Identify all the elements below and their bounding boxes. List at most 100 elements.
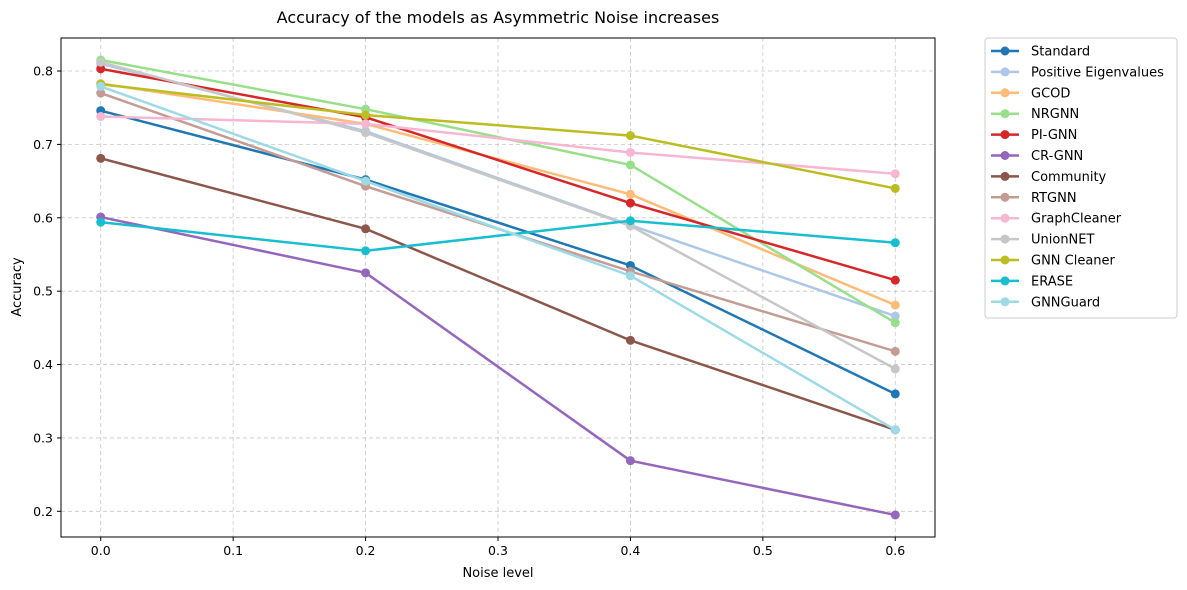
legend-item-gnn-cleaner: GNN Cleaner xyxy=(991,254,1116,269)
legend-item-pi-gnn: PI-GNN xyxy=(991,128,1077,143)
x-tick-label: 0.1 xyxy=(223,543,243,558)
data-point-rtgnn xyxy=(890,346,900,356)
data-point-nrgnn xyxy=(625,160,635,170)
legend-label: PI-GNN xyxy=(1031,128,1077,143)
x-axis-title: Noise level xyxy=(462,566,533,581)
legend-label: NRGNN xyxy=(1031,107,1079,122)
series-gnn-cleaner xyxy=(96,79,900,193)
legend-swatch-marker xyxy=(1000,213,1010,223)
legend-swatch-marker xyxy=(1000,297,1010,307)
legend-label: RTGNN xyxy=(1031,191,1077,206)
legend: Standard Positive Eigenvalues GCOD NRGNN PI-… xyxy=(984,37,1178,319)
series-line-cr-gnn xyxy=(99,215,897,517)
legend-label: Standard xyxy=(1031,45,1090,60)
data-point-unionnet xyxy=(890,364,900,374)
data-point-standard xyxy=(890,389,900,399)
data-point-gnn-cleaner xyxy=(625,131,635,141)
y-tick-label: 0.5 xyxy=(33,284,53,299)
legend-swatch-marker xyxy=(1000,192,1010,202)
legend-label: Positive Eigenvalues xyxy=(1031,65,1164,80)
data-point-erase xyxy=(625,216,635,226)
data-point-unionnet xyxy=(96,57,106,67)
x-tick-label: 0.5 xyxy=(753,543,773,558)
x-tick-label: 0.6 xyxy=(885,543,905,558)
data-point-positive-eigenvalues xyxy=(890,311,900,321)
series-layer xyxy=(96,55,900,520)
y-tick-label: 0.7 xyxy=(33,137,53,152)
x-tick-label: 0.3 xyxy=(488,543,508,558)
data-point-graphcleaner xyxy=(361,119,371,129)
data-point-gnnguard xyxy=(890,425,900,435)
x-tick-label: 0.4 xyxy=(620,543,640,558)
series-line-erase xyxy=(99,219,897,253)
data-point-community xyxy=(96,153,106,163)
legend-label: GNNGuard xyxy=(1031,295,1100,310)
data-point-graphcleaner xyxy=(890,169,900,179)
legend-item-positive-eigenvalues: Positive Eigenvalues xyxy=(991,65,1164,80)
y-axis-ticks: 0.2 0.3 0.4 0.5 0.6 0.7 0.8 xyxy=(33,64,61,519)
y-axis-title: Accuracy xyxy=(10,257,25,317)
legend-item-gnnguard: GNNGuard xyxy=(991,295,1100,310)
legend-label: GraphCleaner xyxy=(1031,212,1122,227)
series-line-gnn-cleaner xyxy=(99,82,897,190)
data-point-graphcleaner xyxy=(625,147,635,157)
series-line-unionnet xyxy=(99,60,897,371)
legend-swatch-marker xyxy=(1000,46,1010,56)
legend-swatch-marker xyxy=(1000,109,1010,119)
series-unionnet xyxy=(96,57,900,374)
y-tick-label: 0.3 xyxy=(33,430,53,445)
data-point-pi-gnn xyxy=(625,198,635,208)
legend-item-unionnet: UnionNET xyxy=(991,233,1094,248)
legend-swatch-marker xyxy=(1000,151,1010,160)
legend-item-cr-gnn: CR-GNN xyxy=(991,149,1083,164)
data-point-cr-gnn xyxy=(890,510,900,520)
y-tick-label: 0.6 xyxy=(33,210,53,225)
legend-swatch-marker xyxy=(1000,130,1010,140)
legend-swatch-marker xyxy=(1000,255,1010,265)
legend-swatch-marker xyxy=(1000,234,1010,244)
data-point-community xyxy=(361,224,371,234)
x-tick-label: 0.0 xyxy=(91,543,111,558)
data-point-gnnguard xyxy=(96,81,106,91)
y-tick-label: 0.2 xyxy=(33,504,53,519)
data-point-erase xyxy=(96,217,106,227)
data-point-nrgnn xyxy=(890,318,900,328)
legend-label: GNN Cleaner xyxy=(1031,254,1116,269)
legend-label: ERASE xyxy=(1031,274,1073,289)
legend-swatch-marker xyxy=(1000,276,1010,286)
series-gnnguard xyxy=(96,81,900,435)
legend-swatch-marker xyxy=(1000,171,1010,181)
data-point-gnnguard xyxy=(625,271,635,281)
legend-item-erase: ERASE xyxy=(991,274,1073,289)
data-point-unionnet xyxy=(361,128,371,138)
y-tick-label: 0.8 xyxy=(33,64,53,79)
legend-swatch-marker xyxy=(1000,67,1010,77)
x-tick-label: 0.2 xyxy=(356,543,376,558)
data-point-gnn-cleaner xyxy=(890,183,900,193)
data-point-cr-gnn xyxy=(361,268,371,278)
series-erase xyxy=(96,216,900,256)
legend-label: Community xyxy=(1031,170,1107,185)
y-tick-label: 0.4 xyxy=(33,357,53,372)
data-point-erase xyxy=(890,238,900,248)
legend-label: UnionNET xyxy=(1031,233,1094,248)
data-point-cr-gnn xyxy=(625,456,635,466)
data-point-community xyxy=(625,335,635,345)
plot-area-frame xyxy=(60,37,936,538)
legend-item-rtgnn: RTGNN xyxy=(991,191,1077,206)
series-line-pi-gnn xyxy=(99,67,897,282)
series-line-gnnguard xyxy=(99,85,897,432)
x-axis-ticks: 0.0 0.1 0.2 0.3 0.4 0.5 0.6 xyxy=(91,537,905,558)
grid-lines xyxy=(61,38,935,537)
legend-label: CR-GNN xyxy=(1031,149,1083,164)
chart-title: Accuracy of the models as Asymmetric Noi… xyxy=(277,8,720,27)
series-line-standard xyxy=(99,109,897,396)
data-point-gnnguard xyxy=(361,176,371,186)
legend-label: GCOD xyxy=(1031,86,1070,101)
data-point-gnn-cleaner xyxy=(361,110,371,120)
data-point-gcod xyxy=(625,189,635,199)
data-point-graphcleaner xyxy=(96,112,106,122)
legend-item-gcod: GCOD xyxy=(991,86,1070,101)
data-point-pi-gnn xyxy=(890,275,900,285)
